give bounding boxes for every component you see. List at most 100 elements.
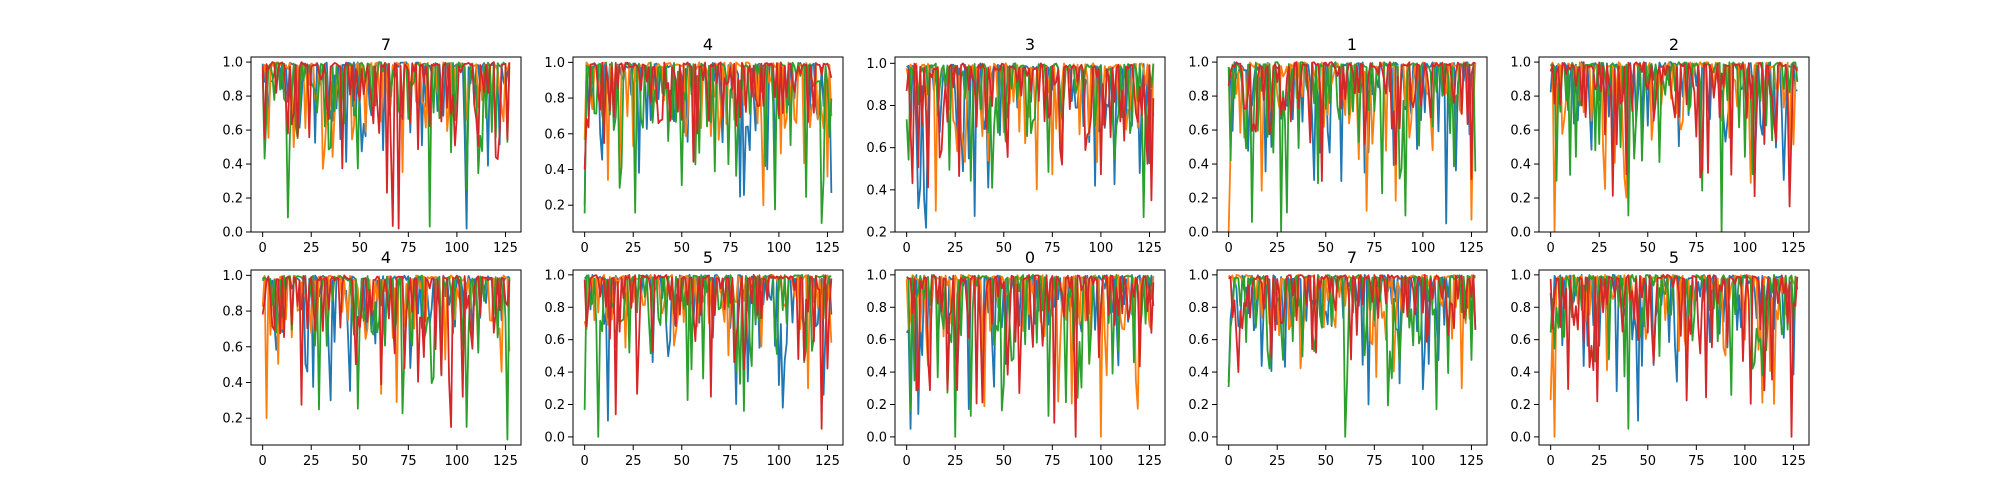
y-tick-label: 0.4 xyxy=(222,376,243,391)
y-tick-label: 0.6 xyxy=(1188,124,1209,139)
x-tick-label: 100 xyxy=(766,454,791,469)
series-group xyxy=(583,61,833,224)
x-tick-label: 75 xyxy=(400,454,417,469)
x-tick-label: 125 xyxy=(1137,454,1162,469)
y-tick-label: 0.0 xyxy=(222,226,243,241)
x-tick-label: 0 xyxy=(903,241,911,256)
series-line-4 xyxy=(1549,61,1799,208)
x-tick-label: 75 xyxy=(1044,241,1061,256)
x-tick-label: 50 xyxy=(674,454,691,469)
panel-title: 5 xyxy=(1669,248,1679,267)
series-group xyxy=(1549,273,1799,438)
y-tick-label: 1.0 xyxy=(866,57,887,72)
y-tick-label: 0.4 xyxy=(544,163,565,178)
x-tick-label: 0 xyxy=(259,241,267,256)
y-tick-label: 0.0 xyxy=(1510,226,1531,241)
x-tick-label: 25 xyxy=(625,241,642,256)
x-tick-label: 125 xyxy=(493,241,518,256)
y-tick-label: 0.4 xyxy=(866,366,887,381)
axes-frame xyxy=(1216,56,1488,233)
y-tick-label: 0.8 xyxy=(222,90,243,105)
axes-frame xyxy=(1538,56,1810,233)
x-tick-label: 0 xyxy=(1547,241,1555,256)
x-tick-label: 125 xyxy=(1459,454,1484,469)
x-tick-label: 125 xyxy=(493,454,518,469)
series-group xyxy=(583,273,833,438)
series-line-4 xyxy=(905,62,1155,202)
x-tick-label: 0 xyxy=(903,454,911,469)
y-tick-label: 0.0 xyxy=(1188,226,1209,241)
y-tick-label: 1.0 xyxy=(1510,268,1531,283)
y-tick-label: 0.8 xyxy=(1510,301,1531,316)
y-tick-label: 0.2 xyxy=(544,398,565,413)
y-tick-label: 0.0 xyxy=(1510,430,1531,445)
panel-title: 5 xyxy=(703,248,713,267)
y-tick-label: 0.2 xyxy=(866,226,887,241)
x-tick-label: 75 xyxy=(1366,454,1383,469)
panel-title: 1 xyxy=(1347,35,1357,54)
x-tick-label: 25 xyxy=(1269,454,1286,469)
x-tick-label: 50 xyxy=(1318,241,1335,256)
axes-frame xyxy=(894,56,1166,233)
x-tick-label: 50 xyxy=(1640,454,1657,469)
y-tick-label: 0.4 xyxy=(1188,158,1209,173)
x-tick-label: 125 xyxy=(1781,454,1806,469)
x-tick-label: 0 xyxy=(581,241,589,256)
series-line-4 xyxy=(1549,273,1799,438)
y-tick-label: 0.2 xyxy=(1188,398,1209,413)
series-line-4 xyxy=(1227,61,1476,182)
y-tick-label: 1.0 xyxy=(1188,56,1209,71)
x-tick-label: 100 xyxy=(1088,454,1113,469)
series-line-3 xyxy=(261,61,511,228)
chart-panel-5: 0 25 50 75 100 125 0.2 0.4 0.6 0.8 1.0 4 xyxy=(222,248,522,469)
x-tick-label: 100 xyxy=(444,454,469,469)
y-tick-label: 0.8 xyxy=(544,92,565,107)
y-tick-label: 0.8 xyxy=(222,305,243,320)
x-tick-label: 125 xyxy=(1781,241,1806,256)
x-tick-label: 125 xyxy=(815,241,840,256)
y-tick-label: 0.4 xyxy=(1510,366,1531,381)
chart-panel-3: 0 25 50 75 100 125 0.0 0.2 0.4 0.6 0.8 1.0 1 xyxy=(1188,35,1488,256)
x-tick-label: 75 xyxy=(1366,241,1383,256)
series-line-4 xyxy=(906,274,1155,438)
y-tick-label: 0.0 xyxy=(544,430,565,445)
x-tick-label: 125 xyxy=(815,454,840,469)
series-group xyxy=(1227,61,1477,232)
x-tick-label: 50 xyxy=(352,454,369,469)
chart-panel-6: 0 25 50 75 100 125 0.0 0.2 0.4 0.6 0.8 1.0 5 xyxy=(544,248,844,469)
y-tick-label: 0.2 xyxy=(866,398,887,413)
y-tick-label: 0.2 xyxy=(222,412,243,427)
series-group xyxy=(261,61,511,230)
x-tick-label: 25 xyxy=(1591,241,1608,256)
axes-frame xyxy=(1216,269,1488,446)
chart-panel-8: 0 25 50 75 100 125 0.0 0.2 0.4 0.6 0.8 1.0 7 xyxy=(1188,248,1488,469)
y-tick-label: 0.8 xyxy=(1510,90,1531,105)
y-tick-label: 0.6 xyxy=(222,124,243,139)
series-group xyxy=(905,273,1155,438)
y-tick-label: 0.6 xyxy=(222,340,243,355)
axes-frame xyxy=(250,269,522,446)
x-tick-label: 100 xyxy=(1732,241,1757,256)
x-tick-label: 50 xyxy=(1640,241,1657,256)
y-tick-label: 0.8 xyxy=(866,301,887,316)
x-tick-label: 0 xyxy=(1547,454,1555,469)
panel-title: 4 xyxy=(703,35,713,54)
panel-title: 3 xyxy=(1025,35,1035,54)
y-tick-label: 0.4 xyxy=(1510,158,1531,173)
y-tick-label: 0.8 xyxy=(1188,301,1209,316)
series-group xyxy=(1227,273,1477,438)
x-tick-label: 50 xyxy=(996,454,1013,469)
y-tick-label: 0.2 xyxy=(222,192,243,207)
y-tick-label: 0.6 xyxy=(544,127,565,142)
y-tick-label: 0.0 xyxy=(866,430,887,445)
y-tick-label: 1.0 xyxy=(544,268,565,283)
y-tick-label: 0.4 xyxy=(1188,366,1209,381)
y-tick-label: 0.0 xyxy=(1188,430,1209,445)
x-tick-label: 100 xyxy=(1410,241,1435,256)
y-tick-label: 0.6 xyxy=(866,333,887,348)
panel-title: 7 xyxy=(1347,248,1357,267)
chart-panel-0: 0 25 50 75 100 125 0.0 0.2 0.4 0.6 0.8 1.0 7 xyxy=(222,35,522,256)
series-line-4 xyxy=(583,61,833,170)
y-tick-label: 1.0 xyxy=(222,269,243,284)
